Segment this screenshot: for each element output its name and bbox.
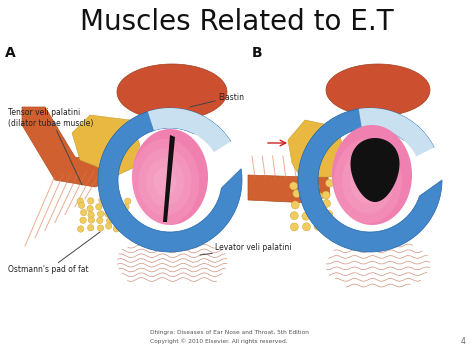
Circle shape <box>108 202 114 208</box>
Circle shape <box>77 198 83 204</box>
Circle shape <box>291 223 298 231</box>
Polygon shape <box>22 107 115 187</box>
Circle shape <box>314 222 322 230</box>
Polygon shape <box>332 125 412 225</box>
Circle shape <box>97 217 103 224</box>
Polygon shape <box>148 108 231 152</box>
Circle shape <box>324 221 332 229</box>
Circle shape <box>97 225 104 231</box>
Text: Muscles Related to E.T: Muscles Related to E.T <box>80 8 394 36</box>
Circle shape <box>125 198 131 204</box>
Circle shape <box>124 225 130 232</box>
Circle shape <box>325 210 333 218</box>
Circle shape <box>301 181 309 189</box>
Circle shape <box>88 212 94 218</box>
Circle shape <box>322 191 330 199</box>
Circle shape <box>293 190 301 197</box>
Polygon shape <box>359 108 434 157</box>
Text: Levator veli palatini: Levator veli palatini <box>200 244 292 255</box>
Circle shape <box>301 191 309 200</box>
Text: Dhingra: Diseases of Ear Nose and Throat, 5th Edition
Copyright © 2010 Elsevier.: Dhingra: Diseases of Ear Nose and Throat… <box>150 330 309 344</box>
Circle shape <box>314 199 322 207</box>
Circle shape <box>115 206 122 212</box>
Circle shape <box>322 200 330 207</box>
Circle shape <box>88 224 94 231</box>
Circle shape <box>123 212 130 219</box>
Circle shape <box>311 183 319 191</box>
Polygon shape <box>298 108 442 252</box>
Circle shape <box>315 192 323 201</box>
Polygon shape <box>326 64 430 116</box>
Polygon shape <box>288 120 345 177</box>
Circle shape <box>78 202 85 208</box>
Polygon shape <box>72 115 140 175</box>
Circle shape <box>80 217 86 223</box>
Polygon shape <box>146 158 184 206</box>
Circle shape <box>106 195 112 202</box>
Circle shape <box>290 212 298 220</box>
Circle shape <box>123 204 129 211</box>
Circle shape <box>113 226 119 232</box>
Circle shape <box>107 217 113 224</box>
Circle shape <box>326 179 334 187</box>
Polygon shape <box>350 138 400 202</box>
Polygon shape <box>117 64 227 120</box>
Polygon shape <box>334 138 402 224</box>
Circle shape <box>81 209 87 216</box>
Polygon shape <box>248 175 330 203</box>
Circle shape <box>291 201 299 209</box>
Polygon shape <box>132 129 208 225</box>
Circle shape <box>114 211 121 217</box>
Polygon shape <box>163 135 175 222</box>
Circle shape <box>99 197 105 203</box>
Polygon shape <box>342 148 394 213</box>
Polygon shape <box>350 158 386 203</box>
Circle shape <box>88 217 94 223</box>
Circle shape <box>123 219 130 226</box>
Circle shape <box>290 182 298 190</box>
Text: B: B <box>252 46 263 60</box>
Circle shape <box>78 226 84 232</box>
Text: Tensor veli palatini
(dilator tubae muscle): Tensor veli palatini (dilator tubae musc… <box>8 108 93 185</box>
Circle shape <box>105 223 112 229</box>
Circle shape <box>105 211 111 217</box>
Circle shape <box>312 212 320 220</box>
Circle shape <box>114 197 120 203</box>
Polygon shape <box>138 148 191 215</box>
Text: Elastin: Elastin <box>190 93 244 107</box>
Polygon shape <box>154 168 176 196</box>
Circle shape <box>115 219 121 225</box>
Text: 4: 4 <box>461 338 466 346</box>
Circle shape <box>96 204 102 210</box>
Circle shape <box>88 198 94 204</box>
Circle shape <box>98 211 104 217</box>
Circle shape <box>302 212 310 220</box>
Circle shape <box>87 206 93 212</box>
Circle shape <box>303 200 311 208</box>
Polygon shape <box>131 139 199 225</box>
Polygon shape <box>98 108 242 252</box>
Text: A: A <box>5 46 16 60</box>
Circle shape <box>302 223 310 231</box>
Text: Ostmann's pad of fat: Ostmann's pad of fat <box>8 232 100 274</box>
